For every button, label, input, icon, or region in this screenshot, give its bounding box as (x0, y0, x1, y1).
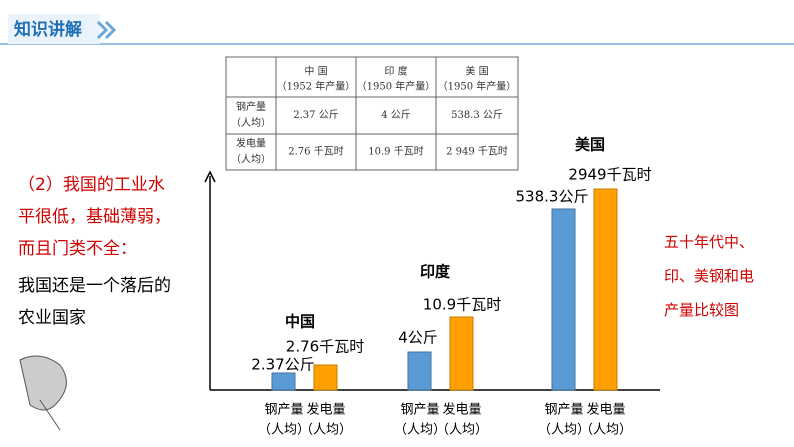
bar-label: 2.76千瓦时 (286, 338, 364, 356)
group-name: 中国 (285, 313, 315, 331)
category-label: 钢产量 (400, 403, 439, 418)
point-line: （2）我国的工业水 (18, 175, 165, 195)
column-note: （1950 年产量） (438, 80, 517, 93)
category-label: 发电量 (586, 402, 625, 418)
category-label: （人均） (258, 423, 310, 438)
row-label: 钢产量 (236, 100, 266, 113)
category-label: 发电量 (306, 402, 345, 418)
column-note: （1950 年产量） (357, 80, 436, 93)
table-cell: 10.9 千瓦时 (368, 146, 423, 158)
decoration (19, 355, 67, 431)
caption-line: 产量比较图 (664, 301, 739, 319)
table-cell: 4 公斤 (381, 109, 411, 121)
category-label: 发电量 (442, 402, 481, 418)
category-label: （人均） (580, 423, 632, 438)
header-box (8, 14, 100, 44)
axis-arrow (204, 170, 216, 183)
column-name: 中 国 (304, 65, 327, 78)
row-label: （人均） (231, 117, 271, 129)
table-cell: 2.37 公斤 (293, 109, 338, 121)
category-label: （人均） (436, 423, 488, 438)
bar (551, 208, 576, 391)
category-label: （人均） (394, 423, 446, 438)
table-border (225, 56, 519, 171)
table-cell: 538.3 公斤 (451, 109, 503, 121)
category-label: （人均） (300, 423, 352, 438)
column-name: 美 国 (465, 65, 488, 78)
caption-line: 五十年代中、 (664, 233, 754, 251)
bar-label: 10.9千瓦时 (423, 296, 501, 314)
table-cell: 2 949 千瓦时 (446, 146, 508, 158)
row-label: 发电量 (236, 137, 266, 150)
category-label: 钢产量 (544, 403, 583, 418)
header-title: 知识讲解 (13, 19, 82, 40)
bar-label: 4公斤 (398, 329, 438, 347)
bar-label: 2.37公斤 (251, 356, 314, 374)
bar-label: 538.3公斤 (516, 188, 589, 206)
category-label: （人均） (538, 423, 590, 438)
row-label: （人均） (231, 154, 271, 166)
bar (593, 188, 618, 391)
column-name: 印 度 (384, 65, 407, 78)
bar-label: 2949千瓦时 (568, 166, 651, 184)
bar (407, 351, 432, 391)
point-line: 平很低，基础薄弱， (18, 207, 171, 227)
column-note: （1952 年产量） (277, 80, 356, 93)
caption-line: 印、美钢和电 (664, 267, 754, 285)
category-label: 钢产量 (264, 403, 303, 418)
bar (449, 316, 474, 391)
group-name: 印度 (420, 263, 451, 281)
table-cell: 2.76 千瓦时 (288, 146, 343, 158)
group-name: 美国 (575, 136, 605, 154)
bar (271, 372, 296, 391)
conclusion-line: 农业国家 (18, 308, 86, 328)
point-line: 而且门类不全： (18, 239, 137, 259)
conclusion-line: 我国还是一个落后的 (18, 276, 171, 296)
chevrons (96, 20, 117, 40)
bar (313, 364, 338, 391)
